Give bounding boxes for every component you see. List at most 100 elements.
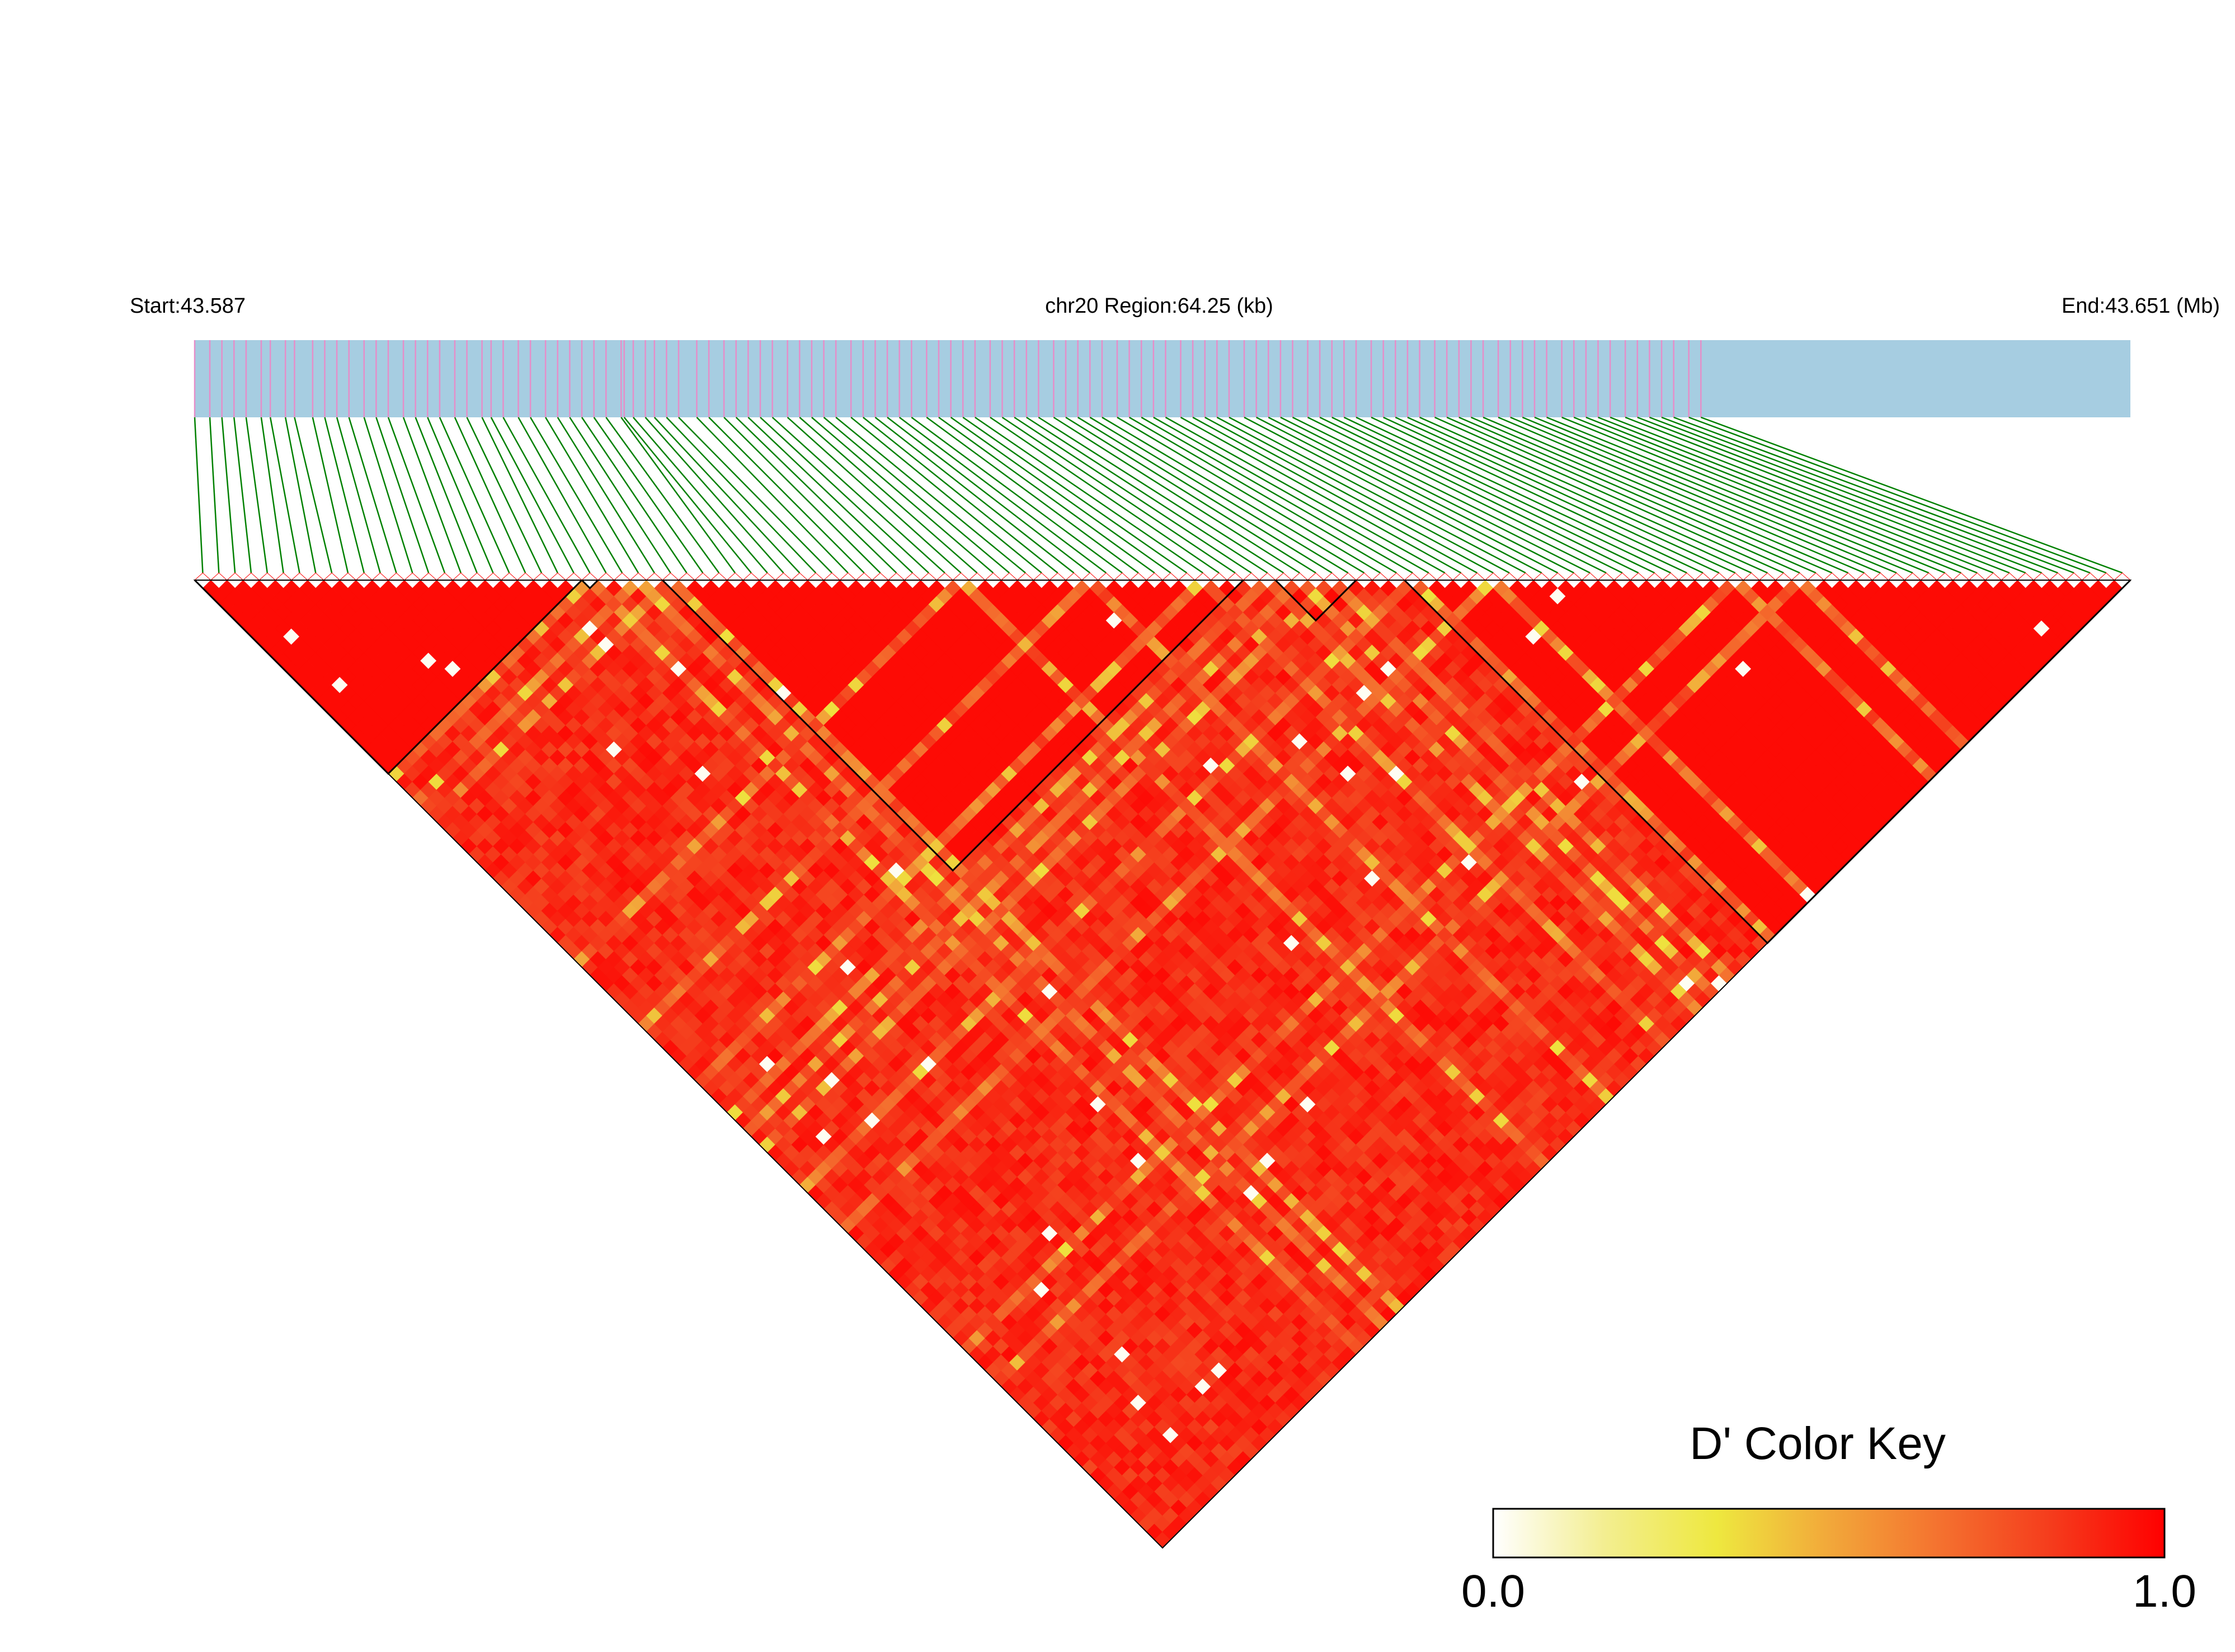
snp-connector xyxy=(975,416,1203,574)
snp-connector xyxy=(1688,416,2107,574)
snp-connector xyxy=(771,417,945,573)
snp-connector xyxy=(402,417,462,573)
snp-connector xyxy=(1331,416,1655,574)
snp-connector xyxy=(1534,416,1913,574)
snp-connector xyxy=(1216,416,1510,574)
snp-connector xyxy=(898,417,1107,573)
snp-connector xyxy=(1498,416,1865,574)
snp-connector xyxy=(787,417,962,573)
snp-connector xyxy=(593,417,704,573)
snp-connector xyxy=(1128,416,1397,574)
end-label: End:43.651 (Mb) xyxy=(2062,294,2220,318)
snp-connector xyxy=(221,417,236,573)
snp-ticks xyxy=(194,340,1702,417)
snp-connector xyxy=(1089,416,1349,574)
snp-connector xyxy=(1383,416,1720,574)
snp-connector xyxy=(696,417,849,573)
snp-connector xyxy=(1244,416,1542,574)
snp-connector xyxy=(348,417,397,573)
snp-connector xyxy=(1625,416,2026,574)
snp-connector xyxy=(312,417,349,573)
snp-connector xyxy=(1053,416,1300,574)
snp-connector xyxy=(1038,416,1284,574)
snp-connector xyxy=(678,417,832,573)
snp-connector xyxy=(324,417,365,573)
snp-connector xyxy=(911,416,1123,574)
snp-connector xyxy=(1637,416,2042,574)
snp-connector xyxy=(1102,416,1365,574)
region-label: chr20 Region:64.25 (kb) xyxy=(1045,294,1273,318)
snp-connector xyxy=(1522,416,1897,574)
snp-connector xyxy=(1510,416,1881,574)
snp-connector xyxy=(747,417,913,573)
snp-connector xyxy=(245,417,268,573)
snp-connector xyxy=(454,417,526,573)
snp-connector xyxy=(260,417,284,573)
snp-connector xyxy=(1573,416,1961,574)
snp-connector xyxy=(708,417,865,573)
snp-connector xyxy=(887,417,1091,573)
snp-connector xyxy=(209,417,220,573)
snp-connector xyxy=(1407,416,1752,574)
snp-connector xyxy=(363,417,413,573)
snp-connector xyxy=(294,417,333,573)
snp-connector xyxy=(466,417,543,573)
snp-connector xyxy=(481,417,558,573)
snp-connector xyxy=(990,416,1220,574)
snp-connector xyxy=(874,417,1075,573)
snp-connector xyxy=(1458,416,1817,574)
snp-connector xyxy=(502,417,591,573)
snp-connector xyxy=(835,417,1026,573)
snp-connector-lines xyxy=(194,416,2123,574)
snp-connector xyxy=(1700,416,2123,574)
snp-connector xyxy=(1319,416,1639,574)
snp-connector xyxy=(1229,416,1526,574)
snp-connector xyxy=(1546,416,1930,574)
snp-connector xyxy=(269,417,300,573)
snp-connector xyxy=(1077,416,1333,574)
snp-connector xyxy=(1673,416,2091,574)
ld-heatmap xyxy=(194,572,2132,1549)
snp-connector xyxy=(387,417,446,573)
snp-connector xyxy=(1598,416,1994,574)
snp-connector xyxy=(581,417,688,573)
snp-connector xyxy=(1192,416,1478,574)
snp-connector xyxy=(1395,416,1736,574)
snp-connector xyxy=(569,417,671,573)
snp-connector xyxy=(1470,416,1833,574)
snp-connector xyxy=(811,417,994,573)
snp-connector xyxy=(644,417,784,573)
snp-connector xyxy=(439,417,510,573)
snp-connector xyxy=(1610,416,2010,574)
snp-connector xyxy=(1026,416,1268,574)
snp-connector xyxy=(823,417,1010,573)
snp-connector xyxy=(1256,416,1558,574)
snp-connector xyxy=(1204,416,1494,574)
snp-connector xyxy=(1065,416,1316,574)
snp-connector xyxy=(284,417,317,573)
snp-connector xyxy=(623,417,752,573)
snp-connector xyxy=(336,417,381,573)
snp-connector xyxy=(1292,416,1607,574)
snp-connector xyxy=(1434,416,1784,574)
snp-connector xyxy=(1371,416,1704,574)
start-label: Start:43.587 xyxy=(130,294,246,318)
snp-connector xyxy=(1117,416,1381,574)
snp-connector xyxy=(1001,416,1236,574)
snp-connector xyxy=(490,417,575,573)
snp-connector xyxy=(530,417,623,573)
snp-connector xyxy=(605,417,720,573)
snp-connector xyxy=(620,417,736,573)
snp-connector xyxy=(950,416,1171,574)
snp-connector xyxy=(962,416,1187,574)
snp-connector xyxy=(632,417,768,573)
snp-connector xyxy=(666,417,816,573)
snp-connector xyxy=(415,417,478,573)
snp-connector xyxy=(850,417,1042,573)
snp-connector xyxy=(653,417,801,573)
snp-connector xyxy=(557,417,655,573)
snp-connector xyxy=(1280,416,1591,574)
snp-connector xyxy=(1649,416,2058,574)
snp-connector xyxy=(1446,416,1800,574)
